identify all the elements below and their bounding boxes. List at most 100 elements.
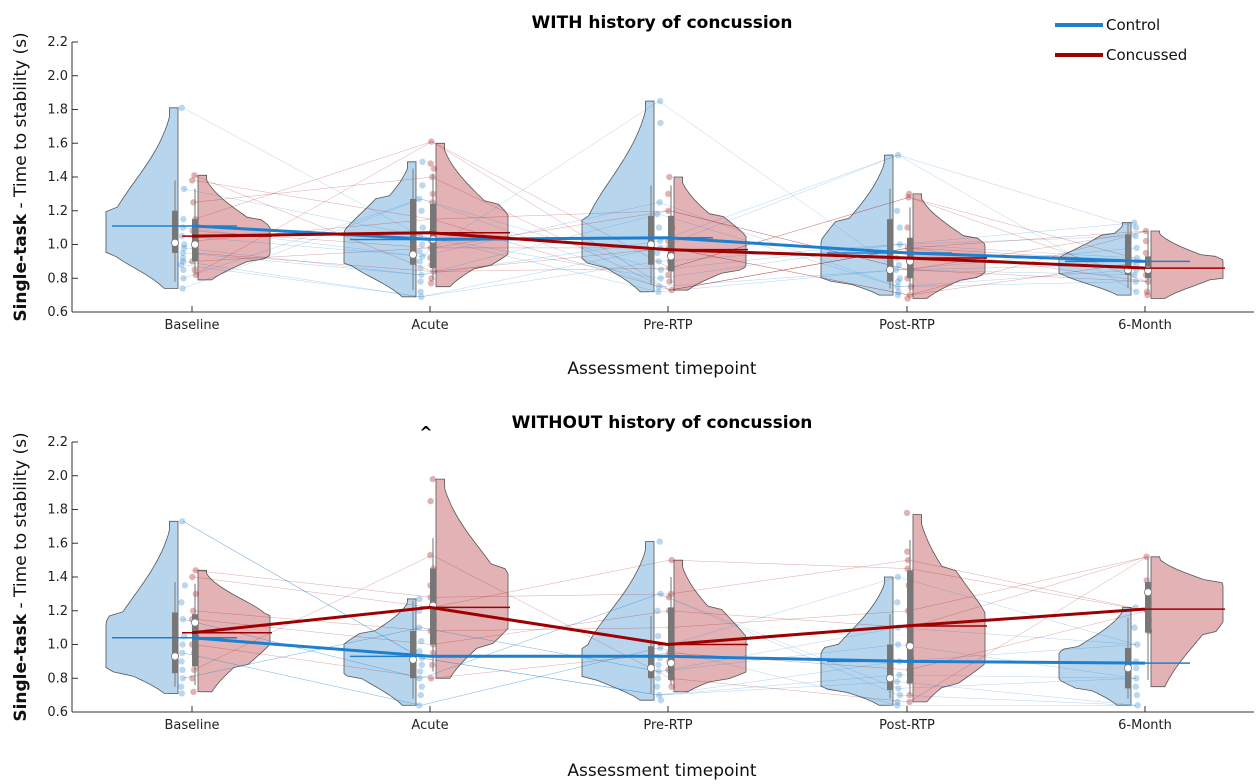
data-points xyxy=(177,97,1152,302)
control-point xyxy=(417,691,424,699)
control-point xyxy=(180,216,187,223)
control-violin xyxy=(343,161,417,298)
median-marker xyxy=(170,238,179,247)
control-point xyxy=(1131,219,1138,226)
concussed-violin xyxy=(912,514,986,703)
individual-line xyxy=(182,521,1137,696)
control-point xyxy=(1131,624,1138,631)
x-tick-label: Baseline xyxy=(164,718,219,733)
iqr-box xyxy=(192,614,198,667)
control-point xyxy=(894,641,902,648)
legend-label-control: Control xyxy=(1106,16,1160,34)
control-point xyxy=(657,237,664,245)
concussed-point xyxy=(665,207,672,214)
control-point xyxy=(1131,271,1138,279)
control-point xyxy=(419,253,426,260)
concussed-point xyxy=(429,475,436,483)
iqr-box xyxy=(172,612,178,674)
median-marker xyxy=(1124,664,1133,673)
y-axis-label-rest: - Time to stability (s) xyxy=(11,32,31,214)
x-tick-label: Acute xyxy=(411,318,448,333)
mean-lines xyxy=(112,224,1225,270)
panel-without-history: WITHOUT history of concussion Assessment… xyxy=(11,413,1254,781)
concussed-point xyxy=(428,138,435,145)
iqr-box xyxy=(172,210,178,253)
control-point xyxy=(657,266,665,273)
concussed-point xyxy=(191,172,198,179)
concussed-mean-trend-line xyxy=(191,605,1146,646)
median-marker xyxy=(170,652,179,661)
control-point xyxy=(178,658,185,665)
concussed-point xyxy=(192,567,199,574)
concussed-violin xyxy=(912,193,986,299)
control-point xyxy=(416,248,423,255)
x-tick-label: Acute xyxy=(411,718,448,733)
control-point xyxy=(657,697,665,704)
x-tick-label: 6-Month xyxy=(1118,318,1172,333)
concussed-point xyxy=(668,683,675,690)
concussed-point xyxy=(905,190,913,198)
concussed-point xyxy=(1143,553,1150,560)
median-marker xyxy=(190,618,199,627)
control-point xyxy=(896,224,903,231)
individual-line xyxy=(193,559,1148,612)
concussed-point xyxy=(668,556,675,564)
x-tick-label: Pre-RTP xyxy=(643,718,692,733)
control-point xyxy=(1134,641,1141,648)
control-point xyxy=(418,207,425,214)
individual-line xyxy=(182,244,1137,298)
control-point xyxy=(896,671,903,679)
individual-line xyxy=(182,198,1137,289)
box-summaries xyxy=(170,168,1153,292)
y-tick-label: 0.8 xyxy=(47,271,68,286)
median-marker xyxy=(647,664,656,673)
y-axis-label-bold: Single-task xyxy=(11,613,31,721)
concussed-point xyxy=(427,675,435,682)
control-point xyxy=(1133,675,1140,682)
control-point xyxy=(1133,664,1140,672)
iqr-box xyxy=(1145,582,1151,633)
concussed-point xyxy=(904,224,911,231)
control-point xyxy=(419,158,426,165)
concussed-point xyxy=(1144,291,1151,299)
y-tick-label: 0.6 xyxy=(47,305,68,320)
violins xyxy=(105,478,1224,706)
control-point xyxy=(419,182,426,189)
x-axis-label: Assessment timepoint xyxy=(567,359,756,379)
concussed-point xyxy=(191,666,198,673)
control-point xyxy=(654,210,661,218)
median-marker xyxy=(1144,265,1153,274)
control-point xyxy=(416,595,423,603)
control-point xyxy=(180,275,187,282)
control-point xyxy=(893,207,901,214)
control-point xyxy=(179,254,187,262)
control-point xyxy=(655,258,662,265)
iqr-box xyxy=(887,644,893,691)
concussed-point xyxy=(190,688,197,695)
control-point xyxy=(894,151,902,159)
iqr-box xyxy=(668,215,674,272)
control-point xyxy=(1132,683,1140,690)
individual-line xyxy=(182,576,1137,706)
concussed-point xyxy=(192,271,199,279)
control-point xyxy=(416,675,423,682)
concussed-point xyxy=(189,177,196,184)
control-point xyxy=(656,691,663,699)
y-tick-label: 1.2 xyxy=(47,604,68,619)
control-point xyxy=(1132,232,1139,240)
control-point xyxy=(179,249,187,257)
control-point xyxy=(893,266,900,273)
concussed-point xyxy=(904,548,911,555)
concussed-point xyxy=(429,173,436,181)
y-tick-label: 1.6 xyxy=(47,536,68,551)
individual-line xyxy=(193,559,1148,612)
control-point xyxy=(417,264,424,272)
control-point xyxy=(418,241,426,248)
individual-line xyxy=(182,521,1137,696)
median-marker xyxy=(886,265,895,274)
control-point xyxy=(655,661,662,668)
concussed-point xyxy=(429,199,436,206)
y-axis-label: Single-task - Time to stability (s) xyxy=(11,32,31,321)
control-point xyxy=(416,668,424,675)
individual-line xyxy=(182,593,1137,706)
